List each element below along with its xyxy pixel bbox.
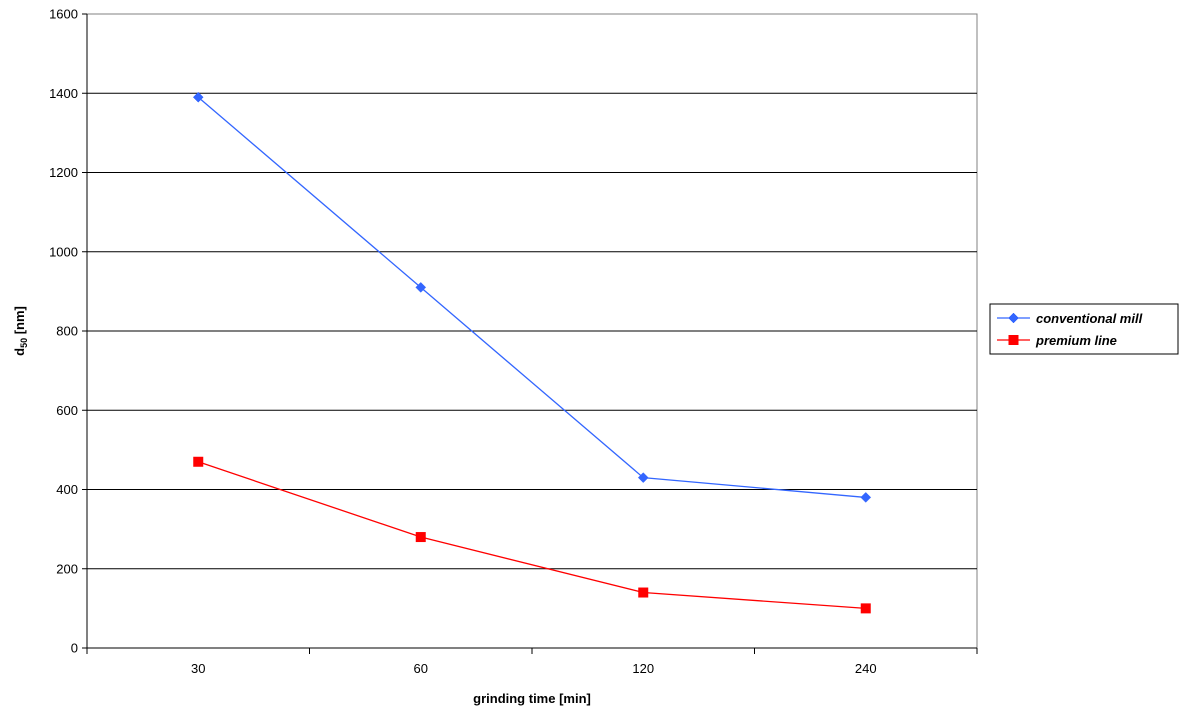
- series: [192, 91, 872, 614]
- y-tick-label: 1000: [49, 244, 78, 259]
- series-0: [192, 91, 872, 503]
- series-1: [193, 456, 871, 614]
- y-tick-label: 400: [56, 482, 78, 497]
- y-tick-label: 600: [56, 403, 78, 418]
- y-tick-label: 200: [56, 561, 78, 576]
- x-axis-title: grinding time [min]: [473, 691, 591, 706]
- y-axis-title-main: d: [12, 348, 27, 356]
- legend-marker: [1008, 335, 1019, 345]
- legend: conventional mill premium line: [989, 303, 1179, 355]
- x-tick-label: 120: [632, 661, 654, 676]
- gridlines: [86, 13, 978, 649]
- data-point: [192, 91, 204, 103]
- legend-box: [989, 303, 1179, 355]
- x-tick-label: 60: [414, 661, 428, 676]
- y-axis-title-unit: [nm]: [12, 306, 27, 338]
- legend-label: conventional mill: [1036, 311, 1143, 326]
- series-line: [197, 96, 866, 499]
- legend-label: premium line: [1035, 333, 1117, 348]
- legend-marker: [1008, 312, 1019, 324]
- y-tick-label: 1600: [49, 7, 78, 22]
- data-point: [637, 472, 649, 483]
- x-tick-label: 240: [855, 661, 877, 676]
- y-tick-label: 1400: [49, 86, 78, 101]
- y-tick-label: 0: [71, 641, 78, 656]
- y-axis-title-subscript: 50: [19, 338, 29, 348]
- data-point: [415, 282, 427, 293]
- y-tick-label: 800: [56, 324, 78, 339]
- y-axis-title: d50 [nm]: [12, 306, 29, 356]
- axes: 0 200 400 600 800 1000 1200 1400 1600 30 60 120 240: [49, 7, 978, 676]
- x-tick-label: 30: [191, 661, 205, 676]
- data-point: [860, 603, 871, 614]
- data-point: [415, 532, 426, 543]
- data-point: [193, 456, 204, 467]
- data-point: [860, 492, 872, 503]
- y-tick-label: 1200: [49, 165, 78, 180]
- series-line: [198, 461, 866, 610]
- data-point: [638, 587, 649, 598]
